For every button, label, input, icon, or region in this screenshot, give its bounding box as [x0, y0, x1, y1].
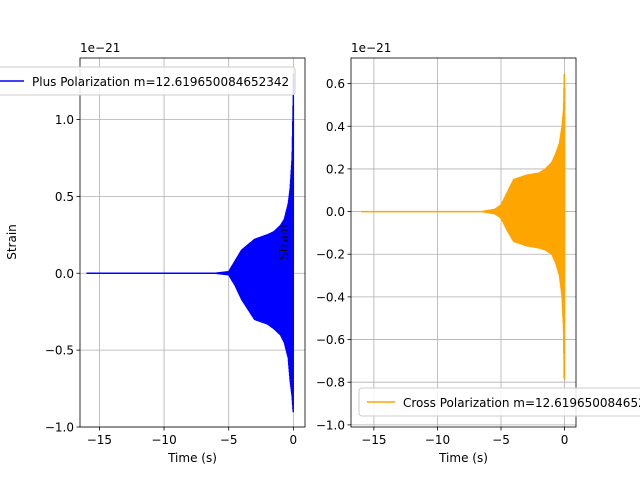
x-axis-label: Time (s)	[438, 451, 488, 465]
x-tick-label: 0	[561, 433, 569, 447]
y-tick-label: −1.0	[316, 418, 345, 432]
y-tick-label: 0.0	[326, 205, 345, 219]
y-tick-label: −0.6	[316, 333, 345, 347]
y-axis-label: Strain	[5, 224, 19, 260]
legend-box	[358, 387, 640, 417]
y-tick-label: −0.4	[316, 290, 345, 304]
axes-frame	[350, 57, 577, 428]
x-tick-label: −15	[87, 433, 112, 447]
y-tick-label: 1.0	[55, 113, 74, 127]
x-tick-label: −10	[151, 433, 176, 447]
legend: Plus Polarization m=12.619650084652342	[0, 66, 296, 96]
y-offset-label: 1e−21	[80, 41, 120, 55]
x-axis-label: Time (s)	[167, 451, 217, 465]
x-tick-label: 0	[290, 433, 298, 447]
y-tick-label: −1.0	[45, 421, 74, 435]
axes-frame	[79, 57, 306, 428]
y-axis-label: Strain	[277, 224, 291, 260]
y-tick-label: 0.0	[55, 267, 74, 281]
y-tick-label: −0.5	[45, 344, 74, 358]
x-tick-label: −10	[425, 433, 450, 447]
x-tick-label: −5	[220, 433, 238, 447]
y-tick-label: 0.6	[326, 77, 345, 91]
series-line-0	[360, 73, 566, 380]
legend-label: Plus Polarization m=12.619650084652342	[32, 75, 289, 89]
plus-polarization-axes: −15 −10 −5 0 −1.0 −0.5 0.0 0.5 1.0 1e−21 Time (s) S…	[0, 41, 306, 465]
legend-box	[0, 66, 296, 96]
legend: Cross Polarization m=12.619650084652342	[358, 387, 640, 417]
series-line-0	[85, 73, 295, 413]
y-offset-label: 1e−21	[351, 41, 391, 55]
y-tick-label: 0.5	[55, 190, 74, 204]
cross-polarization-axes: −15 −10 −5 0 −1.0 −0.8 −0.6 −0.4 −0.2 0.0 0.2 0.4 0.…	[277, 41, 640, 465]
x-tick-label: −15	[361, 433, 386, 447]
y-tick-label: 0.4	[326, 120, 345, 134]
y-tick-label: −0.2	[316, 248, 345, 262]
y-tick-label: −0.8	[316, 376, 345, 390]
y-tick-label: 0.2	[326, 162, 345, 176]
legend-label: Cross Polarization m=12.619650084652342	[403, 396, 640, 410]
x-tick-label: −5	[492, 433, 510, 447]
